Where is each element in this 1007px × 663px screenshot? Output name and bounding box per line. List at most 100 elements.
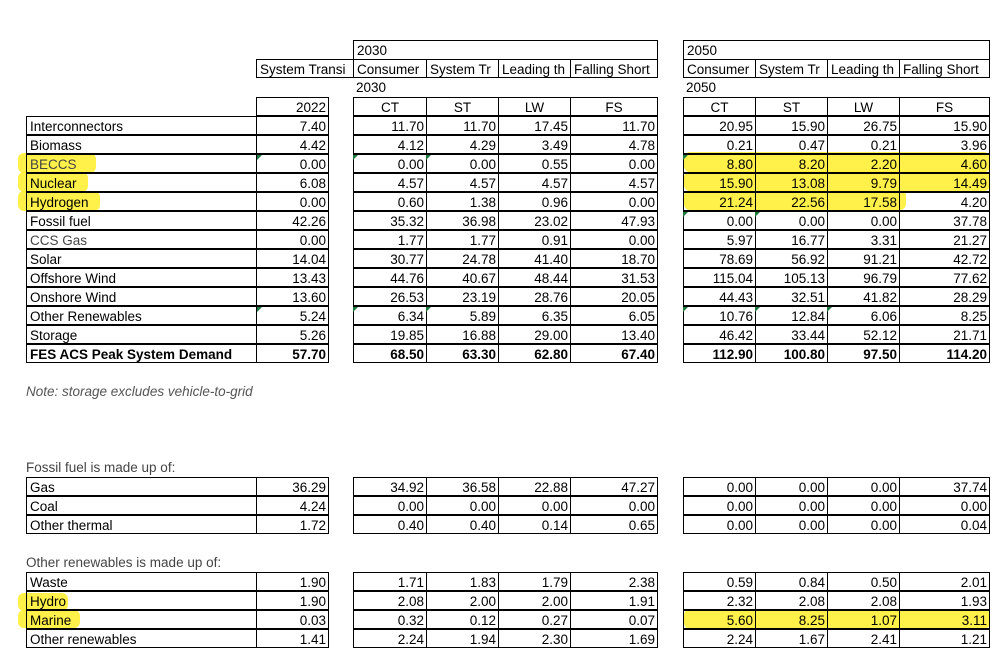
value-2030: 16.88 [426, 325, 499, 344]
value-2030: 13.40 [570, 325, 658, 344]
code-2030-0: CT [353, 97, 427, 116]
value-2050: 1.93 [899, 591, 990, 610]
value-2050: 0.00 [683, 477, 756, 496]
value-2030: 0.00 [570, 192, 658, 211]
value-2030: 0.00 [498, 496, 571, 515]
value-2030: 4.78 [570, 135, 658, 154]
value-2050: 2.08 [827, 591, 900, 610]
value-2030: 0.00 [570, 154, 658, 173]
value-2050: 0.21 [827, 135, 900, 154]
value-2050: 8.80 [683, 154, 756, 173]
value-2022: 0.00 [256, 154, 329, 173]
value-2022: 0.00 [256, 230, 329, 249]
value-2050: 21.27 [899, 230, 990, 249]
code-2050-0: CT [683, 97, 756, 116]
value-2030: 0.40 [353, 515, 427, 534]
value-2030: 36.58 [426, 477, 499, 496]
row-label: Biomass [26, 135, 257, 154]
value-2030: 6.35 [498, 306, 571, 325]
value-2030: 0.65 [570, 515, 658, 534]
value-2022: 57.70 [256, 344, 329, 363]
row-label: Onshore Wind [26, 287, 257, 306]
value-2050: 115.04 [683, 268, 756, 287]
value-2050: 1.21 [899, 629, 990, 648]
value-2050: 2.24 [683, 629, 756, 648]
value-2050: 21.24 [683, 192, 756, 211]
value-2030: 36.98 [426, 211, 499, 230]
value-2030: 11.70 [570, 116, 658, 135]
value-2050: 105.13 [755, 268, 828, 287]
value-2030: 0.00 [426, 496, 499, 515]
value-2030: 41.40 [498, 249, 571, 268]
value-2030: 1.77 [426, 230, 499, 249]
value-2030: 2.30 [498, 629, 571, 648]
value-2050: 41.82 [827, 287, 900, 306]
value-2030: 4.57 [570, 173, 658, 192]
value-2030: 2.08 [353, 591, 427, 610]
value-2022: 1.72 [256, 515, 329, 534]
renewables-title: Other renewables is made up of: [26, 555, 222, 570]
value-2050: 97.50 [827, 344, 900, 363]
row-label: Other renewables [26, 629, 257, 648]
value-2050: 15.90 [899, 116, 990, 135]
value-2030: 47.93 [570, 211, 658, 230]
value-2030: 0.00 [426, 154, 499, 173]
value-2050: 100.80 [755, 344, 828, 363]
value-2030: 0.32 [353, 610, 427, 629]
value-2030: 29.00 [498, 325, 571, 344]
value-2050: 4.60 [899, 154, 990, 173]
value-2030: 3.49 [498, 135, 571, 154]
code-2050-1: ST [755, 97, 828, 116]
value-2030: 40.67 [426, 268, 499, 287]
value-2022: 4.24 [256, 496, 329, 515]
value-2030: 4.57 [353, 173, 427, 192]
code-2050-2: LW [827, 97, 900, 116]
year-2022-header: 2022 [256, 97, 329, 116]
scenario-2050-0: Consumer [683, 59, 756, 78]
cell-note-marker [683, 212, 688, 217]
value-2030: 1.83 [426, 572, 499, 591]
value-2022: 5.24 [256, 306, 329, 325]
value-2050: 0.00 [755, 477, 828, 496]
value-2022: 1.90 [256, 591, 329, 610]
value-2030: 1.79 [498, 572, 571, 591]
value-2030: 0.60 [353, 192, 427, 211]
value-2022: 36.29 [256, 477, 329, 496]
value-2030: 68.50 [353, 344, 427, 363]
value-2050: 0.84 [755, 572, 828, 591]
highlighter-mark [18, 610, 80, 628]
value-2030: 2.00 [426, 591, 499, 610]
scenario-header-left: System Transi [256, 59, 354, 78]
value-2050: 32.51 [755, 287, 828, 306]
highlighter-mark [684, 171, 990, 191]
code-2030-1: ST [426, 97, 499, 116]
row-label: Waste [26, 572, 257, 591]
scenario-2050-2: Leading th [827, 59, 900, 78]
value-2050: 3.96 [899, 135, 990, 154]
cell-note-marker [683, 155, 688, 160]
cell-note-marker [683, 307, 688, 312]
value-2050: 0.00 [827, 496, 900, 515]
value-2030: 20.05 [570, 287, 658, 306]
value-2022: 0.00 [256, 192, 329, 211]
value-2030: 1.91 [570, 591, 658, 610]
value-2050: 8.20 [755, 154, 828, 173]
value-2050: 2.41 [827, 629, 900, 648]
code-2050-3: FS [899, 97, 990, 116]
value-2030: 35.32 [353, 211, 427, 230]
value-2050: 10.76 [683, 306, 756, 325]
value-2050: 0.00 [827, 515, 900, 534]
value-2030: 17.45 [498, 116, 571, 135]
value-2050: 20.95 [683, 116, 756, 135]
value-2030: 1.69 [570, 629, 658, 648]
value-2030: 6.05 [570, 306, 658, 325]
value-2050: 0.00 [683, 496, 756, 515]
value-2022: 13.60 [256, 287, 329, 306]
value-2050: 15.90 [755, 116, 828, 135]
highlighter-mark [18, 191, 100, 211]
value-2030: 0.91 [498, 230, 571, 249]
cell-note-marker [353, 155, 358, 160]
value-2050: 2.32 [683, 591, 756, 610]
year-2030-header: 2030 [353, 40, 658, 60]
value-2030: 47.27 [570, 477, 658, 496]
